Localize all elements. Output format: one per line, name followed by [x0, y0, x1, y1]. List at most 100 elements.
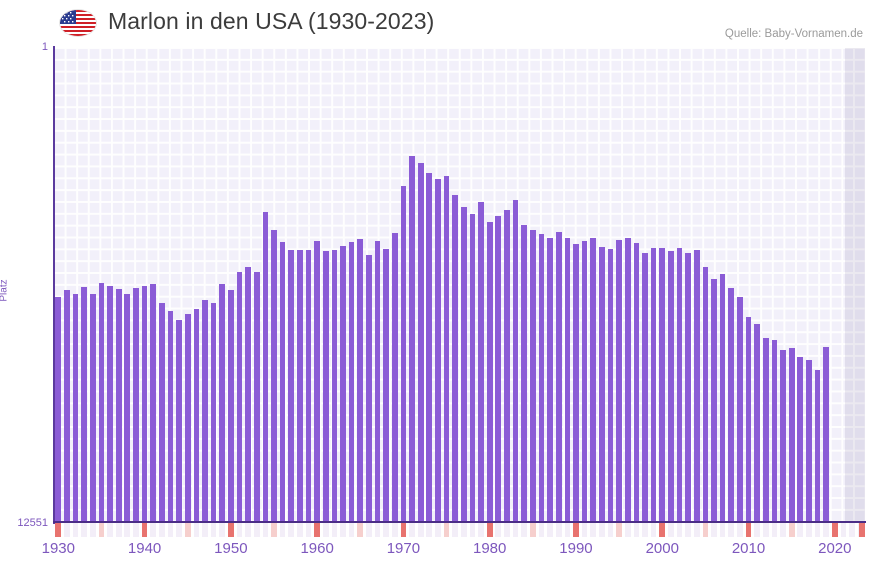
x-tick-minor: [357, 523, 364, 537]
bar: [702, 267, 709, 522]
bar: [581, 241, 588, 522]
x-axis-tick-label: 1960: [300, 540, 334, 557]
bar: [564, 238, 571, 522]
bar: [573, 244, 579, 522]
bar: [314, 241, 320, 522]
bar: [495, 216, 502, 522]
x-tick: [797, 523, 804, 537]
bar: [236, 272, 243, 522]
x-tick: [72, 523, 79, 537]
bar: [650, 248, 657, 522]
x-tick: [297, 523, 303, 537]
x-tick: [167, 523, 174, 537]
x-tick-major: [486, 523, 493, 537]
x-tick: [624, 523, 631, 537]
bar: [555, 232, 562, 522]
bar: [279, 242, 286, 522]
x-tick: [564, 523, 571, 537]
x-tick: [348, 523, 355, 537]
x-tick: [478, 523, 484, 537]
plot-area: [54, 48, 865, 522]
x-tick: [305, 523, 312, 537]
y-axis-line: [53, 46, 55, 524]
bar: [426, 173, 433, 522]
bar: [719, 274, 726, 522]
bar: [754, 324, 760, 522]
bar: [762, 338, 769, 522]
x-tick: [607, 523, 614, 537]
chart-header: Marlon in den USA (1930-2023) Quelle: Ba…: [0, 0, 873, 46]
x-tick: [676, 523, 683, 537]
bar: [504, 210, 510, 522]
x-axis-tick-label: 1990: [559, 540, 593, 557]
x-tick-minor: [788, 523, 795, 537]
x-tick: [374, 523, 381, 537]
bar: [460, 207, 467, 522]
bar: [486, 222, 493, 522]
x-tick: [366, 523, 372, 537]
bar: [693, 250, 700, 522]
bar: [409, 156, 415, 522]
bar: [228, 290, 234, 522]
bar: [624, 238, 631, 522]
x-tick-major: [228, 523, 234, 537]
bar: [193, 309, 200, 522]
bar: [288, 250, 295, 522]
x-tick-major: [859, 523, 865, 537]
x-tick: [590, 523, 597, 537]
bar: [668, 251, 674, 522]
bar: [607, 249, 614, 522]
bar: [176, 320, 182, 522]
x-axis-labels: 1930 1940 1950 1960 1970 1980 1990 2000 2010 2020: [0, 540, 873, 566]
bar: [348, 242, 355, 522]
bar: [814, 370, 821, 522]
x-tick: [452, 523, 459, 537]
x-tick: [322, 523, 329, 537]
x-tick-major: [141, 523, 148, 537]
x-tick: [780, 523, 786, 537]
bar: [443, 176, 450, 522]
bar: [788, 348, 795, 522]
x-tick: [555, 523, 562, 537]
bar: [331, 250, 338, 522]
x-tick: [288, 523, 295, 537]
x-axis-tick-label: 1940: [127, 540, 162, 557]
bar: [711, 279, 717, 522]
x-axis-line: [53, 521, 866, 523]
bar: [72, 294, 79, 522]
bar: [512, 200, 519, 522]
x-tick: [383, 523, 389, 537]
bar: [529, 230, 536, 522]
bar: [107, 286, 113, 522]
x-tick-major: [55, 523, 62, 537]
bar: [391, 233, 398, 522]
x-tick: [202, 523, 208, 537]
bar: [366, 255, 372, 522]
x-tick: [409, 523, 415, 537]
bar: [659, 248, 666, 522]
bar: [271, 230, 277, 522]
x-tick-major: [659, 523, 666, 537]
x-axis-tick-label: 1930: [41, 540, 75, 557]
x-tick-minor: [702, 523, 709, 537]
bar: [642, 253, 648, 522]
bar: [133, 288, 139, 522]
bar: [202, 300, 208, 522]
x-tick: [236, 523, 243, 537]
x-tick: [685, 523, 691, 537]
x-tick: [81, 523, 88, 537]
x-tick: [650, 523, 657, 537]
x-tick: [469, 523, 476, 537]
x-tick: [262, 523, 269, 537]
x-tick: [504, 523, 510, 537]
bar: [167, 311, 174, 522]
bar: [521, 225, 528, 522]
x-tick: [331, 523, 338, 537]
bar: [89, 294, 96, 522]
x-tick-major: [573, 523, 579, 537]
x-tick: [64, 523, 70, 537]
y-axis-bottom-label: 12551: [17, 517, 48, 529]
bar: [64, 290, 70, 522]
x-tick: [340, 523, 346, 537]
